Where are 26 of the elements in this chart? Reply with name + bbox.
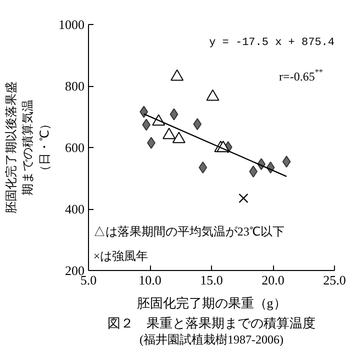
y-tick-label: 1000 — [58, 17, 84, 32]
x-tick-label: 15.0 — [200, 272, 223, 288]
point — [206, 89, 220, 101]
x-tick-label: 25.0 — [323, 272, 346, 288]
y-tick-label: 800 — [65, 78, 84, 94]
point — [162, 128, 176, 140]
x-axis-title: 胚固化完了期の果重（g） — [136, 296, 286, 310]
point — [170, 69, 184, 81]
text: (福井園試植栽樹1987-2006) — [140, 332, 284, 346]
point — [172, 132, 186, 144]
annotation: ×は強風年 — [93, 249, 148, 264]
x-tick-label: 20.0 — [262, 272, 284, 288]
point — [198, 161, 208, 174]
point — [140, 106, 148, 118]
annotation: △は落果期間の平均気温が23℃以下 — [93, 224, 284, 239]
text: 図２ 果重と落果期までの積算温度 — [108, 316, 316, 330]
point — [193, 118, 202, 130]
point — [282, 156, 291, 168]
y-tick-label: 600 — [65, 140, 84, 155]
annotation: y = -17.5 x + 875.4 — [209, 37, 335, 50]
annotation: r=-0.65** — [279, 68, 323, 84]
point — [238, 193, 248, 204]
y-axis-title: 胚固化完了期以後落果盛期までの積算気温（日・℃） — [4, 82, 52, 214]
x-tick-label: 10.0 — [138, 272, 162, 288]
point — [170, 108, 178, 120]
y-tick-label: 400 — [65, 202, 84, 216]
